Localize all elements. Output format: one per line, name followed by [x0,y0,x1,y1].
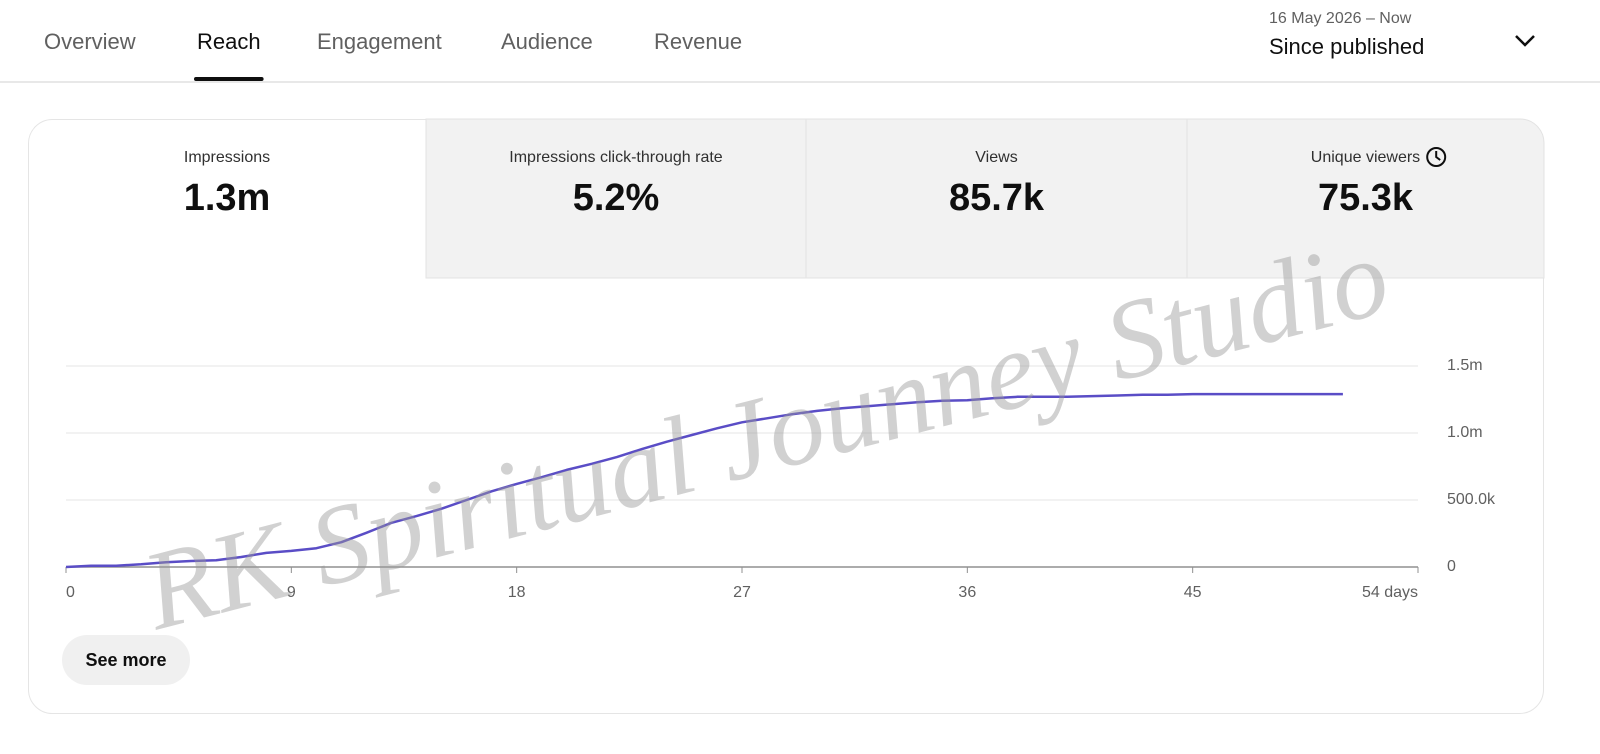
y-tick-label: 500.0k [1447,491,1496,508]
tab[interactable]: Revenue [654,29,742,54]
metric-label[interactable]: Unique viewers [1311,149,1420,166]
date-range[interactable]: 16 May 2026 – Now [1269,10,1412,27]
y-tick-label: 1.0m [1447,424,1483,441]
metric-label[interactable]: Impressions click-through rate [509,149,723,166]
tab[interactable]: Audience [501,29,593,54]
impressions-line [65,392,1343,569]
metric-label[interactable]: Impressions [184,149,270,166]
x-tick-label: 9 [287,584,296,601]
x-tick-label: 54 days [1362,584,1418,601]
metric-value[interactable]: 1.3m [184,177,271,219]
tab[interactable]: Overview [44,29,136,54]
tab[interactable]: Reach [197,29,261,54]
x-tick-label: 18 [508,584,526,601]
x-tick-label: 45 [1184,584,1202,601]
metric-value[interactable]: 75.3k [1318,177,1414,219]
metric-label[interactable]: Views [975,149,1017,166]
x-tick-label: 36 [958,584,976,601]
y-tick-label: 1.5m [1447,357,1483,374]
date-label[interactable]: Since published [1269,34,1424,59]
metric-tile[interactable] [1186,118,1545,279]
metric-row: Impressions 1.3m Impressions click-through… [184,118,1545,279]
info-icon[interactable] [1426,147,1447,167]
x-tick-label: 27 [733,584,751,601]
chart: 0 500.0k 1.0m 1.5m 0 9 18 27 36 45 54 days [65,357,1496,601]
info-icon-hands [1435,151,1441,161]
tab-underline [194,77,264,81]
metric-value[interactable]: 85.7k [949,177,1045,219]
dropdown-chevron[interactable] [1515,35,1535,47]
see-more-button[interactable] [62,635,190,685]
see-more-label[interactable]: See more [85,650,166,670]
x-tick-label: 0 [66,584,75,601]
y-tick-label: 0 [1447,558,1456,575]
tab[interactable]: Engagement [317,29,442,54]
metric-value[interactable]: 5.2% [573,177,660,219]
